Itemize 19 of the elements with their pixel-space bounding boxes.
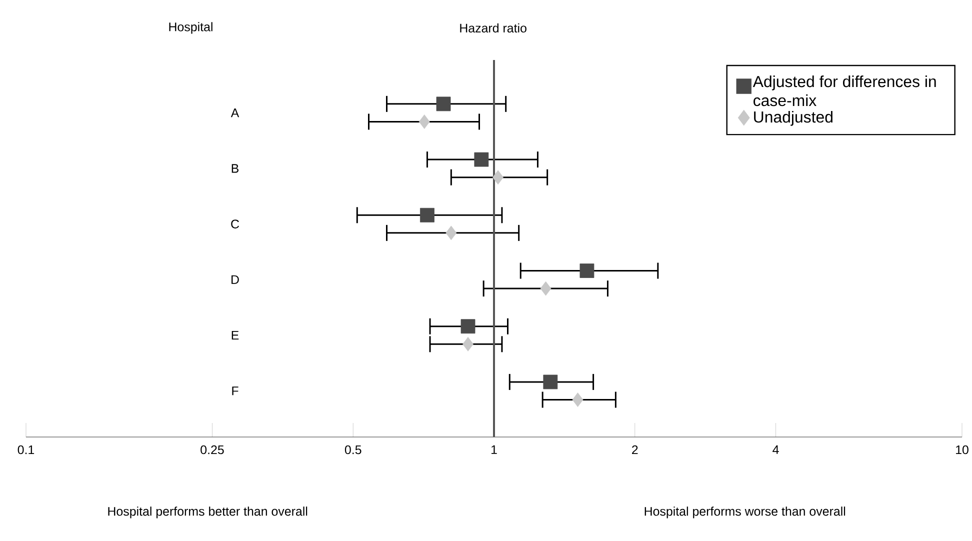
- text: Hospital performs worse than overall: [644, 506, 846, 518]
- y-tick-label: D: [232, 275, 239, 284]
- x-tick-label: 1: [491, 445, 497, 454]
- text: Hospital performs better than overall: [108, 506, 308, 518]
- legend-label: Unadjusted: [754, 110, 832, 126]
- y-tick-label: F: [232, 386, 238, 396]
- x-tick-label: 0.5: [344, 445, 362, 454]
- x-tick-label: 2: [632, 445, 638, 454]
- x-tick-label: 0.1: [18, 445, 34, 454]
- x-axis-title: Hazard ratio: [460, 23, 526, 33]
- y-tick-label: A: [230, 108, 240, 118]
- y-tick-label: E: [232, 330, 239, 340]
- x-tick-label: 10: [956, 445, 968, 454]
- x-tick-label: 0.25: [200, 445, 224, 454]
- y-axis-title: Hospital: [169, 22, 212, 34]
- y-tick-label: B: [232, 164, 238, 173]
- x-tick-label: 4: [772, 445, 779, 454]
- y-tick-label: C: [231, 220, 240, 228]
- legend-label: Adjusted for differences in case-mix: [752, 75, 936, 106]
